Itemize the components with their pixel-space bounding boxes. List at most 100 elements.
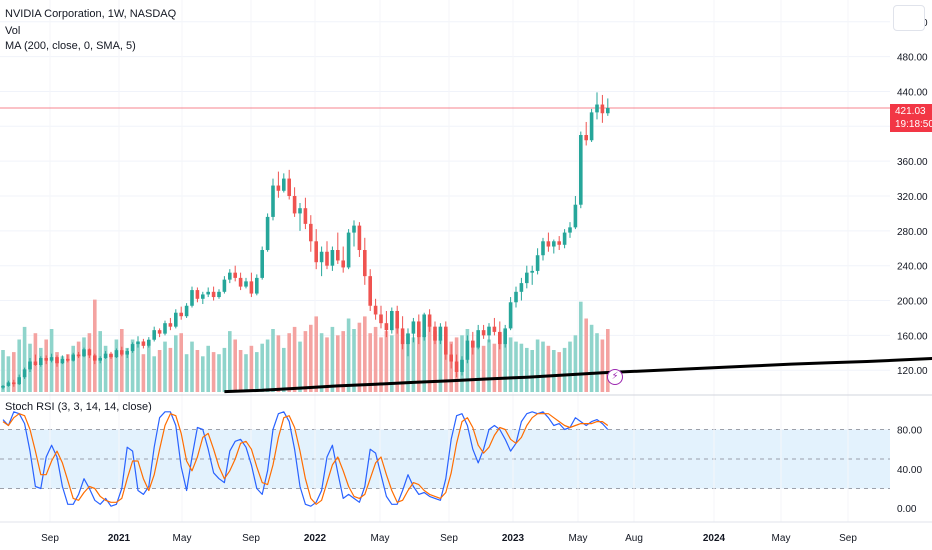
volume-bar	[357, 322, 362, 392]
volume-bar	[541, 341, 545, 392]
candle-body	[217, 291, 221, 298]
volume-bar	[525, 347, 529, 392]
candle-body	[1, 385, 5, 388]
candle-body	[98, 358, 102, 361]
volume-bar	[120, 329, 124, 392]
price-tick-label: 160.00	[897, 331, 928, 342]
volume-bar	[503, 331, 507, 392]
candle-body	[352, 225, 356, 233]
time-tick-label: Sep	[242, 533, 260, 544]
candle-body	[44, 358, 48, 361]
time-tick-label: Sep	[440, 533, 458, 544]
candle-body	[330, 250, 335, 266]
candle-body	[206, 291, 210, 295]
last-price-tag: 421.03 19:18:50	[890, 104, 932, 132]
vol-legend: Vol	[5, 25, 21, 37]
lightning-icon[interactable]: ⚡	[607, 369, 623, 385]
rsi-tick-label: 40.00	[897, 465, 922, 476]
volume-bar	[444, 329, 448, 392]
volume-bar	[141, 354, 146, 392]
volume-bar	[222, 347, 227, 392]
volume-bar	[562, 347, 567, 392]
volume-bar	[157, 350, 162, 392]
candle-body	[201, 294, 205, 299]
candle-body	[492, 326, 497, 332]
candle-body	[390, 310, 394, 331]
volume-bar	[22, 326, 27, 392]
volume-bar	[71, 345, 75, 392]
candle-body	[12, 382, 16, 385]
stoch-rsi-k-line	[2, 411, 609, 507]
volume-bar	[174, 335, 178, 392]
volume-bar	[217, 354, 221, 392]
candles-layer	[1, 92, 610, 390]
volume-bar	[514, 341, 518, 392]
candle-body	[346, 232, 351, 268]
stoch-rsi-legend: Stoch RSI (3, 3, 14, 14, close)	[5, 401, 152, 413]
time-tick-label: Sep	[41, 533, 59, 544]
time-tick-label: May	[173, 533, 192, 544]
time-tick-label: 2022	[304, 533, 327, 544]
volume-bar	[498, 333, 502, 392]
volume-bar	[368, 333, 372, 392]
stoch-rsi-d-line	[2, 413, 609, 505]
volume-bar	[244, 354, 248, 392]
volume-bar	[346, 318, 351, 392]
candle-body	[130, 344, 135, 352]
volume-bar	[557, 352, 561, 392]
price-tick-label: 320.00	[897, 192, 928, 203]
candle-body	[22, 369, 27, 378]
candle-body	[541, 241, 545, 256]
volume-bar	[260, 343, 264, 392]
candle-body	[103, 353, 108, 359]
rsi-background-band	[0, 429, 890, 489]
candle-body	[384, 323, 389, 331]
volume-bar	[152, 356, 156, 392]
candle-body	[476, 330, 480, 348]
candle-body	[379, 314, 383, 324]
volume-bar	[573, 335, 578, 392]
candle-body	[584, 135, 588, 141]
volume-bar	[606, 329, 610, 392]
volume-layer	[1, 299, 610, 392]
candle-body	[498, 331, 502, 345]
candle-body	[487, 326, 491, 336]
candle-body	[152, 330, 156, 340]
candle-body	[460, 359, 464, 372]
volume-bar	[427, 324, 432, 392]
volume-bar	[481, 345, 486, 392]
time-tick-label: 2023	[502, 533, 525, 544]
volume-bar	[195, 350, 200, 392]
candle-body	[174, 312, 178, 327]
candle-body	[147, 339, 151, 346]
volume-bar	[103, 345, 108, 392]
volume-bar	[298, 341, 302, 392]
volume-bar	[363, 316, 367, 392]
rsi-band-layer	[0, 428, 890, 490]
candle-body	[314, 241, 318, 263]
candle-body	[190, 290, 194, 306]
volume-bar	[519, 343, 524, 392]
volume-bar	[1, 350, 5, 392]
last-price-value: 421.03	[895, 106, 926, 117]
candle-body	[298, 208, 302, 214]
volume-bar	[417, 329, 421, 392]
candle-body	[271, 185, 275, 217]
candle-body	[163, 323, 167, 334]
time-tick-label: Aug	[625, 533, 643, 544]
volume-bar	[55, 352, 59, 392]
time-tick-label: May	[371, 533, 390, 544]
candle-body	[33, 361, 38, 365]
candle-body	[325, 251, 329, 266]
candle-body	[260, 250, 264, 278]
candle-body	[168, 323, 173, 327]
candle-body	[444, 326, 448, 355]
volume-bar	[433, 331, 437, 392]
chart-settings-button[interactable]	[893, 5, 925, 31]
candle-body	[238, 277, 243, 287]
volume-bar	[130, 339, 135, 392]
volume-bar	[568, 341, 572, 392]
stoch-rsi-layer	[2, 411, 609, 507]
candle-body	[228, 272, 232, 280]
